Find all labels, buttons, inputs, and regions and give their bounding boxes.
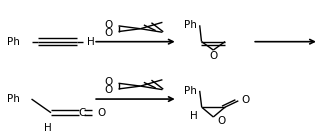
Text: Ph: Ph	[184, 86, 197, 96]
Text: H: H	[44, 123, 52, 133]
Text: H: H	[87, 37, 95, 47]
Text: C: C	[79, 108, 86, 118]
Text: O: O	[242, 95, 250, 105]
Text: O: O	[217, 116, 226, 126]
Text: O: O	[209, 51, 217, 61]
Text: O: O	[104, 77, 113, 87]
Text: O: O	[104, 19, 113, 30]
Text: H: H	[190, 111, 198, 121]
Text: Ph: Ph	[7, 94, 20, 104]
Text: O: O	[104, 85, 113, 95]
Text: O: O	[97, 108, 105, 118]
Text: Ph: Ph	[7, 37, 20, 47]
Text: Ph: Ph	[184, 20, 197, 30]
Text: O: O	[104, 28, 113, 38]
